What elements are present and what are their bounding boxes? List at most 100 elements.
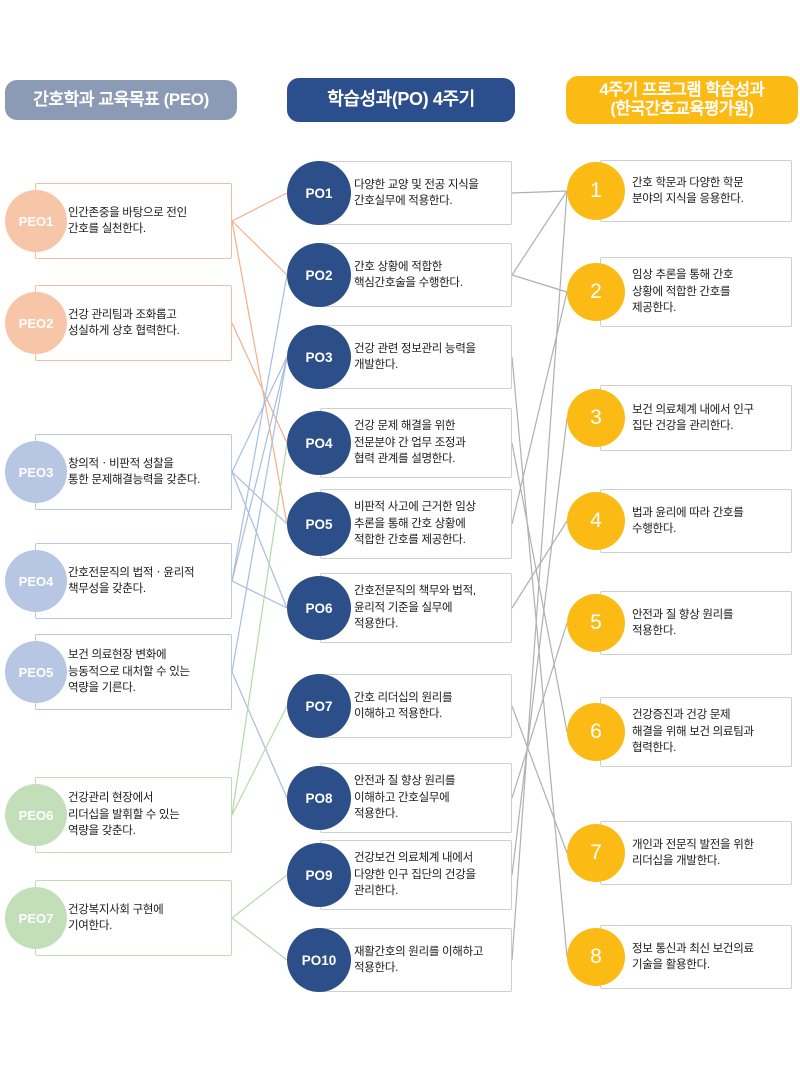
po-code-badge: PO3 [287, 325, 351, 389]
column-header-ksn-label-line2: (한국간호교육평가원) [610, 100, 754, 118]
peo-box [35, 434, 232, 510]
po-box [320, 928, 512, 992]
peo-code-badge: PEO6 [5, 784, 67, 846]
peo-description: 건강 관리팀과 조화롭고 성실하게 상호 협력한다. [68, 308, 180, 338]
peo-code-badge: PEO4 [5, 550, 67, 612]
po-code-badge: PO4 [287, 411, 351, 475]
ksn-node-2: 2 임상 추론을 통해 간호 상황에 적합한 간호를 제공한다. [562, 257, 800, 327]
ksn-description: 개인과 전문직 발전을 위한 리더십을 개발한다. [632, 838, 754, 868]
ksn-node-8: 8 정보 통신과 최신 보건의료 기술을 활용한다. [562, 925, 800, 989]
po-description: 재활간호의 원리를 이해하고 적용한다. [354, 945, 484, 975]
po-box [320, 573, 512, 643]
ksn-code-badge: 6 [567, 703, 625, 761]
ksn-code-badge: 1 [567, 162, 625, 220]
ksn-description: 법과 윤리에 따라 간호를 수행한다. [632, 506, 744, 536]
peo-node-peo7: PEO7 건강복지사회 구현에 기여한다. [0, 880, 250, 956]
po-node-po7: PO7 간호 리더십의 원리를 이해하고 적용한다. [282, 674, 522, 738]
ksn-code-badge: 5 [567, 594, 625, 652]
peo-node-peo1: PEO1 인간존중을 바탕으로 전인 간호를 실천한다. [0, 183, 250, 259]
ksn-code-badge: 7 [567, 824, 625, 882]
po-code-badge: PO6 [287, 576, 351, 640]
ksn-description: 임상 추론을 통해 간호 상황에 적합한 간호를 제공한다. [632, 269, 734, 315]
po-box [320, 674, 512, 738]
po-code-badge: PO10 [287, 928, 351, 992]
po-code-badge: PO1 [287, 161, 351, 225]
po-description: 건강 문제 해결을 위한 전문분야 간 업무 조정과 협력 관계를 설명한다. [354, 420, 466, 466]
peo-description: 건강복지사회 구현에 기여한다. [68, 903, 164, 933]
po-node-po2: PO2 간호 상황에 적합한 핵심간호술을 수행한다. [282, 243, 522, 307]
po-code-badge: PO7 [287, 674, 351, 738]
po-node-po3: PO3 건강 관련 정보관리 능력을 개발한다. [282, 325, 522, 389]
peo-box [35, 634, 232, 710]
peo-description: 창의적ㆍ비판적 성찰을 통한 문제해결능력을 갖춘다. [68, 457, 201, 487]
peo-code-badge: PEO7 [5, 887, 67, 949]
peo-box [35, 880, 232, 956]
column-header-peo: 간호학과 교육목표 (PEO) [5, 80, 237, 120]
ksn-box [600, 489, 792, 553]
ksn-code-badge: 8 [567, 928, 625, 986]
po-description: 안전과 질 향상 원리를 이해하고 간호실무에 적용한다. [354, 775, 456, 821]
peo-node-peo5: PEO5 보건 의료현장 변화에 능동적으로 대처할 수 있는 역량을 기른다. [0, 634, 250, 710]
po-node-po5: PO5 비판적 사고에 근거한 임상 추론을 통해 간호 상황에 적합한 간호를 … [282, 489, 522, 559]
ksn-node-5: 5 안전과 질 향상 원리를 적용한다. [562, 591, 800, 655]
peo-description: 인간존중을 바탕으로 전인 간호를 실천한다. [68, 206, 187, 236]
peo-node-peo2: PEO2 건강 관리팀과 조화롭고 성실하게 상호 협력한다. [0, 285, 250, 361]
column-header-po: 학습성과(PO) 4주기 [287, 78, 515, 122]
peo-description: 간호전문직의 법적ㆍ윤리적 책무성을 갖춘다. [68, 566, 195, 596]
po-box [320, 840, 512, 910]
ksn-node-3: 3 보건 의료체계 내에서 인구 집단 건강을 관리한다. [562, 385, 800, 451]
peo-code-badge: PEO5 [5, 641, 67, 703]
po-box [320, 489, 512, 559]
po-description: 간호 리더십의 원리를 이해하고 적용한다. [354, 691, 453, 721]
ksn-box [600, 697, 792, 767]
ksn-code-badge: 2 [567, 263, 625, 321]
peo-box [35, 285, 232, 361]
po-node-po10: PO10 재활간호의 원리를 이해하고 적용한다. [282, 928, 522, 992]
peo-code-badge: PEO2 [5, 292, 67, 354]
po-node-po1: PO1 다양한 교양 및 전공 지식을 간호실무에 적용한다. [282, 161, 522, 225]
column-header-po-label: 학습성과(PO) 4주기 [327, 89, 475, 110]
po-description: 건강보건 의료체계 내에서 다양한 인구 집단의 건강을 관리한다. [354, 852, 476, 898]
ksn-node-7: 7 개인과 전문직 발전을 위한 리더십을 개발한다. [562, 821, 800, 885]
peo-box [35, 543, 232, 619]
ksn-box [600, 385, 792, 451]
ksn-node-4: 4 법과 윤리에 따라 간호를 수행한다. [562, 489, 800, 553]
peo-node-peo6: PEO6 건강관리 현장에서 리더십을 발휘할 수 있는 역량을 갖춘다. [0, 777, 250, 853]
ksn-description: 정보 통신과 최신 보건의료 기술을 활용한다. [632, 942, 754, 972]
po-box [320, 763, 512, 833]
ksn-description: 건강증진과 건강 문제 해결을 위해 보건 의료팀과 협력한다. [632, 709, 754, 755]
ksn-description: 간호 학문과 다양한 학문 분야의 지식을 응용한다. [632, 176, 744, 206]
peo-code-badge: PEO3 [5, 441, 67, 503]
po-node-po9: PO9 건강보건 의료체계 내에서 다양한 인구 집단의 건강을 관리한다. [282, 840, 522, 910]
ksn-description: 보건 의료체계 내에서 인구 집단 건강을 관리한다. [632, 403, 754, 433]
peo-description: 보건 의료현장 변화에 능동적으로 대처할 수 있는 역량을 기른다. [68, 649, 190, 695]
po-code-badge: PO8 [287, 766, 351, 830]
column-header-ksn-label-line1: 4주기 프로그램 학습성과 [599, 80, 765, 99]
ksn-box [600, 160, 792, 222]
peo-node-peo4: PEO4 간호전문직의 법적ㆍ윤리적 책무성을 갖춘다. [0, 543, 250, 619]
po-description: 다양한 교양 및 전공 지식을 간호실무에 적용한다. [354, 178, 479, 208]
po-node-po4: PO4 건강 문제 해결을 위한 전문분야 간 업무 조정과 협력 관계를 설명한… [282, 408, 522, 478]
po-box [320, 408, 512, 478]
po-description: 간호 상황에 적합한 핵심간호술을 수행한다. [354, 260, 463, 290]
po-box [320, 325, 512, 389]
po-code-badge: PO9 [287, 843, 351, 907]
ksn-node-6: 6 건강증진과 건강 문제 해결을 위해 보건 의료팀과 협력한다. [562, 697, 800, 767]
peo-description: 건강관리 현장에서 리더십을 발휘할 수 있는 역량을 갖춘다. [68, 792, 180, 838]
ksn-code-badge: 4 [567, 492, 625, 550]
ksn-node-1: 1 간호 학문과 다양한 학문 분야의 지식을 응용한다. [562, 160, 800, 222]
po-description: 비판적 사고에 근거한 임상 추론을 통해 간호 상황에 적합한 간호를 제공한… [354, 501, 476, 547]
ksn-box [600, 257, 792, 327]
peo-box [35, 183, 232, 259]
po-description: 간호전문직의 책무와 법적, 윤리적 기준을 실무에 적용한다. [354, 585, 476, 631]
po-node-po6: PO6 간호전문직의 책무와 법적, 윤리적 기준을 실무에 적용한다. [282, 573, 522, 643]
ksn-box [600, 925, 792, 989]
ksn-description: 안전과 질 향상 원리를 적용한다. [632, 608, 734, 638]
ksn-code-badge: 3 [567, 389, 625, 447]
column-header-ksn: 4주기 프로그램 학습성과 (한국간호교육평가원) [566, 76, 798, 124]
peo-code-badge: PEO1 [5, 190, 67, 252]
po-code-badge: PO2 [287, 243, 351, 307]
po-node-po8: PO8 안전과 질 향상 원리를 이해하고 간호실무에 적용한다. [282, 763, 522, 833]
link-peo5-to-po3 [231, 356, 288, 673]
